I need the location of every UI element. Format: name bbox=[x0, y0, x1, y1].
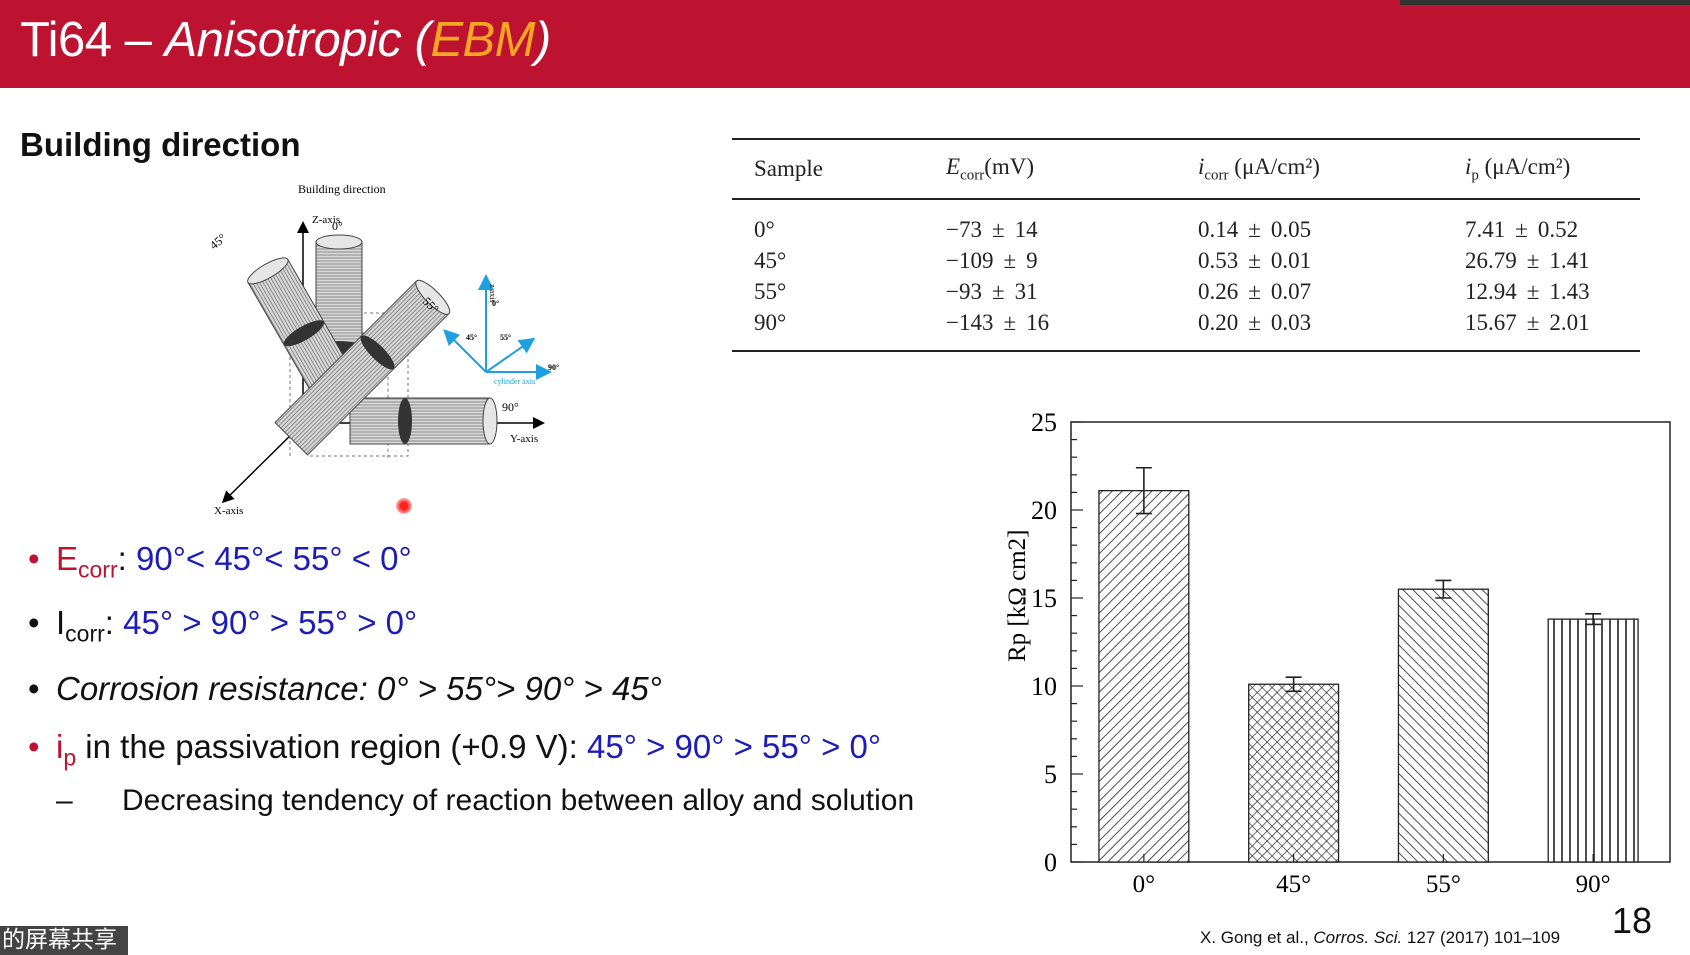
rp-bar-chart: 0 5 10 15 20 25 Rp [kΩ cm2] 0° 45° 55° 90° bbox=[1004, 408, 1671, 898]
cell-ip: 26.79 ±1.41 bbox=[1465, 247, 1590, 273]
y-tick-label: 10 bbox=[1031, 672, 1057, 701]
cell-ecorr: −109 ±9 bbox=[946, 247, 1038, 273]
title-italic: Anisotropic ( bbox=[164, 13, 431, 67]
cell-sample: 55° bbox=[754, 278, 787, 304]
cell-ip: 12.94 ±1.43 bbox=[1465, 278, 1590, 304]
title-highlight: EBM bbox=[430, 13, 535, 67]
corrosion-table: Sample Ecorr(mV) icorr (μA/cm²) ip (μA/c… bbox=[732, 138, 1640, 352]
z-axis-label: Z-axis bbox=[312, 214, 340, 226]
bullet-dot: • bbox=[28, 728, 40, 765]
cell-sample: 45° bbox=[754, 247, 787, 273]
cylinder-55deg bbox=[274, 279, 451, 456]
header-ecorr: Ecorr(mV) bbox=[924, 138, 1176, 200]
angle-45-label: 45° bbox=[207, 231, 229, 253]
x-axis-label: X-axis bbox=[214, 505, 243, 517]
angle-90-label: 90° bbox=[502, 400, 519, 414]
screen-share-label: 的屏幕共享 bbox=[0, 926, 128, 955]
cell-ip: 15.67 ±2.01 bbox=[1443, 307, 1640, 352]
cell-sample: 90° bbox=[732, 307, 924, 352]
y-tick-label: 25 bbox=[1031, 408, 1057, 437]
bullet-ip: • ip in the passivation region (+0.9 V): … bbox=[28, 728, 882, 771]
inset-caption: cylinder axis bbox=[494, 377, 535, 386]
window-edge bbox=[1400, 0, 1690, 5]
cell-icorr: 0.53 ±0.01 bbox=[1198, 247, 1312, 273]
title-plain: Ti64 – bbox=[20, 13, 165, 67]
page-number: 18 bbox=[1612, 900, 1653, 941]
laser-pointer bbox=[396, 498, 412, 514]
sub-bullet-text: Decreasing tendency of reaction between … bbox=[122, 784, 915, 817]
x-tick-label: 0° bbox=[1133, 871, 1156, 898]
y-tick-label: 20 bbox=[1031, 496, 1057, 525]
inset-45-label: 45° bbox=[466, 333, 477, 342]
title-bar: Ti64 – Anisotropic (EBM) bbox=[0, 0, 1690, 88]
diagram-building-direction-label: Building direction bbox=[298, 182, 386, 196]
cell-ecorr: −73 ±14 bbox=[946, 216, 1038, 242]
angle-0-label: 0° bbox=[332, 219, 343, 233]
bullet-icorr: • Icorr: 45° > 90° > 55° > 0° bbox=[28, 604, 418, 647]
bar bbox=[1248, 683, 1340, 863]
cell-ecorr: −143 ±16 bbox=[924, 307, 1176, 352]
bar bbox=[1397, 588, 1489, 863]
x-tick-label: 90° bbox=[1576, 871, 1611, 898]
header-icorr: icorr (μA/cm²) bbox=[1176, 138, 1443, 200]
plot-frame bbox=[1070, 421, 1671, 863]
inset-90-label: 90° bbox=[548, 363, 559, 372]
inset-0-label: 0° bbox=[492, 299, 499, 308]
building-direction-heading: Building direction bbox=[20, 126, 301, 163]
y-tick-label: 0 bbox=[1044, 848, 1057, 877]
cell-sample: 0° bbox=[754, 216, 775, 242]
table-row: 55° −93 ±31 0.26 ±0.07 12.94 ±1.43 bbox=[732, 276, 1640, 307]
bullet-ecorr: • Ecorr: 90°< 45°< 55° < 0° bbox=[28, 540, 412, 583]
inset-55-label: 55° bbox=[500, 333, 511, 342]
y-axis-title: Rp [kΩ cm2] bbox=[1004, 530, 1031, 662]
bullet-dot: • bbox=[28, 670, 40, 707]
orientation-inset: z axis 0° 45° 55° 90° cylinder axis bbox=[443, 274, 559, 386]
bullet-dot: • bbox=[28, 604, 40, 641]
citation: X. Gong et al., Corros. Sci. 127 (2017) … bbox=[1200, 928, 1561, 947]
sub-bullet-dash: – bbox=[56, 784, 73, 817]
bar bbox=[1098, 489, 1190, 863]
x-tick-label: 55° bbox=[1426, 871, 1461, 898]
bullet-corrosion-resistance: • Corrosion resistance: 0° > 55°> 90° > 4… bbox=[28, 670, 662, 707]
building-direction-diagram: Building direction Z-axis Y-axis X-axis … bbox=[207, 182, 559, 517]
cell-ip: 7.41 ±0.52 bbox=[1465, 216, 1579, 242]
cylinder-90deg bbox=[349, 397, 498, 445]
cell-icorr: 0.14 ±0.05 bbox=[1198, 216, 1312, 242]
bullet-dot: • bbox=[28, 540, 40, 577]
header-sample: Sample bbox=[732, 138, 924, 200]
slide-title: Ti64 – Anisotropic (EBM) bbox=[20, 12, 551, 68]
inset-z-axis-label: z axis bbox=[488, 284, 497, 302]
title-close: ) bbox=[535, 13, 551, 67]
y-tick-label: 15 bbox=[1031, 584, 1057, 613]
table-row: 45° −109 ±9 0.53 ±0.01 26.79 ±1.41 bbox=[732, 245, 1640, 276]
header-ip: ip (μA/cm²) bbox=[1443, 138, 1640, 200]
y-axis-label: Y-axis bbox=[510, 433, 538, 445]
x-tick-label: 45° bbox=[1276, 871, 1311, 898]
bar bbox=[1547, 618, 1639, 863]
table-header-row: Sample Ecorr(mV) icorr (μA/cm²) ip (μA/c… bbox=[732, 138, 1640, 200]
cell-icorr: 0.26 ±0.07 bbox=[1198, 278, 1312, 304]
sub-bullet: – Decreasing tendency of reaction between… bbox=[56, 784, 914, 818]
y-tick-label: 5 bbox=[1044, 760, 1057, 789]
cell-ecorr: −93 ±31 bbox=[946, 278, 1038, 304]
table-row: 0° −73 ±14 0.14 ±0.05 7.41 ±0.52 bbox=[732, 199, 1640, 245]
cell-icorr: 0.20 ±0.03 bbox=[1176, 307, 1443, 352]
table-row: 90° −143 ±16 0.20 ±0.03 15.67 ±2.01 bbox=[732, 307, 1640, 352]
